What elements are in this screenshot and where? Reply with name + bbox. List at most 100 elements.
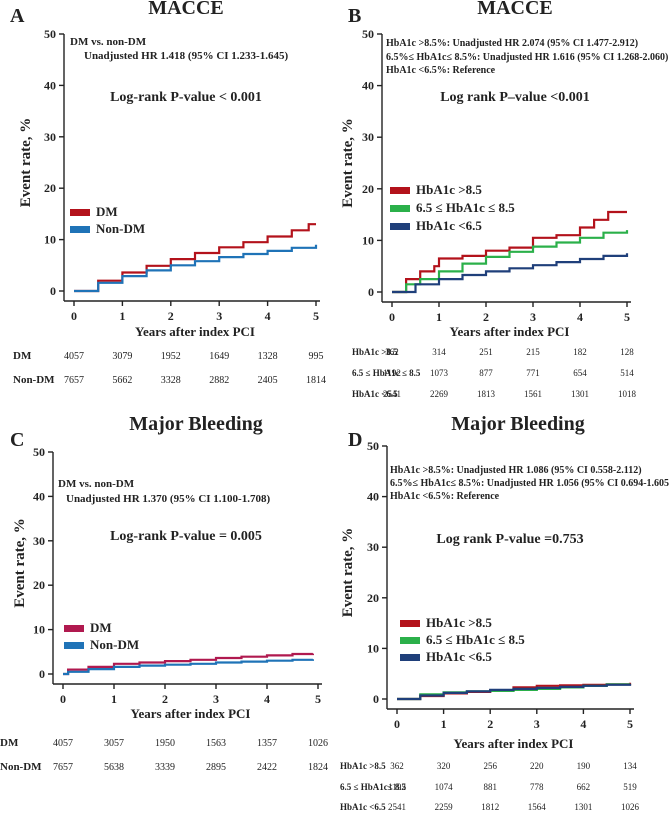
x-tick-label: 1	[111, 692, 117, 706]
risk-cell: 877	[479, 368, 493, 378]
y-tick-label: 40	[44, 78, 56, 92]
panel-label: C	[10, 429, 24, 451]
risk-cell: 654	[573, 368, 587, 378]
risk-cell: 2259	[435, 802, 454, 812]
risk-cell: 1824	[308, 762, 328, 773]
hr-annotation: DM vs. non-DM	[58, 478, 135, 490]
legend-swatch	[390, 223, 410, 230]
x-tick-label: 1	[119, 309, 125, 323]
risk-cell: 514	[620, 368, 634, 378]
y-tick-label: 20	[44, 181, 56, 195]
x-tick-label: 3	[530, 310, 536, 324]
hr-annotation: HbA1c >8.5%: Unadjusted HR 2.074 (95% CI…	[386, 38, 638, 49]
hr-annotation: HbA1c <6.5%: Reference	[390, 491, 500, 502]
risk-cell: 1563	[206, 738, 226, 749]
x-tick-label: 0	[71, 309, 77, 323]
risk-cell: 995	[309, 351, 324, 362]
km-curve	[392, 230, 629, 294]
y-tick-label: 10	[44, 233, 56, 247]
risk-cell: 3057	[104, 738, 124, 749]
panel-label: B	[348, 5, 361, 27]
hr-annotation: 6.5%≤ HbA1c≤ 8.5%: Unadjusted HR 1.616 (…	[386, 52, 668, 63]
legend-swatch	[70, 209, 90, 216]
panel-b: B MACCE 0 10 20 30 40 50 0 1 2 3 4 5 Event rate, % Year…	[340, 0, 668, 399]
legend-swatch	[64, 642, 84, 649]
risk-row-label: Non-DM	[13, 374, 55, 386]
hr-annotation: 6.5%≤ HbA1c≤ 8.5%: Unadjusted HR 1.056 (…	[390, 478, 669, 489]
x-tick-label: 4	[580, 717, 586, 731]
chart-title: MACCE	[477, 0, 553, 19]
risk-cell: 1812	[481, 802, 499, 812]
x-tick-label: 2	[483, 310, 489, 324]
km-curve	[74, 244, 318, 293]
x-tick-label: 4	[264, 692, 270, 706]
y-tick-label: 40	[367, 490, 379, 504]
legend-label: DM	[90, 620, 112, 635]
risk-cell: 2541	[388, 802, 406, 812]
hr-annotation: Unadjusted HR 1.418 (95% CI 1.233-1.645)	[84, 50, 288, 62]
y-tick-label: 0	[368, 285, 374, 299]
risk-row-label: 6.5 ≤ HbA1c ≤ 8.5	[352, 368, 421, 378]
legend-swatch	[70, 226, 90, 233]
y-tick-label: 20	[33, 578, 45, 592]
hr-annotation: Unadjusted HR 1.370 (95% CI 1.100-1.708)	[66, 493, 270, 505]
hr-annotation: HbA1c <6.5%: Reference	[386, 65, 496, 76]
panel-label: D	[348, 429, 362, 451]
risk-row-label: DM	[0, 737, 19, 749]
legend-label: 6.5 ≤ HbA1c ≤ 8.5	[426, 632, 525, 647]
legend-swatch	[400, 637, 420, 644]
risk-row-label: HbA1c >8.5	[352, 347, 398, 357]
risk-cell: 1301	[571, 389, 589, 399]
y-tick-label: 0	[39, 667, 45, 681]
risk-cell: 771	[526, 368, 540, 378]
risk-cell: 1018	[618, 389, 637, 399]
x-axis-title: Years after index PCI	[450, 324, 570, 339]
panel-label: A	[10, 5, 25, 27]
risk-cell: 1814	[306, 375, 326, 386]
risk-row-label: 6.5 ≤ HbA1c≤ 8.5	[340, 782, 407, 792]
y-tick-label: 30	[367, 540, 379, 554]
risk-cell: 220	[530, 761, 544, 771]
y-axis-title: Event rate, %	[340, 118, 356, 208]
legend-label: Non-DM	[90, 637, 139, 652]
risk-cell: 190	[577, 761, 591, 771]
risk-cell: 2405	[258, 375, 278, 386]
risk-cell: 1564	[528, 802, 547, 812]
risk-cell: 3079	[112, 351, 132, 362]
x-tick-label: 5	[624, 310, 630, 324]
risk-cell: 7657	[53, 762, 73, 773]
risk-cell: 1649	[209, 351, 229, 362]
risk-cell: 1073	[430, 368, 449, 378]
risk-row-label: HbA1c >8.5	[340, 761, 386, 771]
risk-cell: 2541	[383, 389, 401, 399]
panel-d: D Major Bleeding 0 10 20 30 40 50 0 1 2 3 4 5 Event ra…	[340, 413, 669, 812]
logrank-text: Log rank P-value =0.753	[436, 532, 583, 547]
hr-annotation: HbA1c >8.5%: Unadjusted HR 1.086 (95% CI…	[390, 465, 642, 476]
logrank-text: Log rank P–value <0.001	[440, 90, 590, 105]
risk-cell: 128	[620, 347, 634, 357]
risk-cell: 2269	[430, 389, 449, 399]
x-tick-label: 5	[313, 309, 319, 323]
risk-cell: 4057	[53, 738, 73, 749]
y-tick-label: 20	[367, 591, 379, 605]
risk-cell: 1026	[621, 802, 640, 812]
risk-cell: 314	[432, 347, 446, 357]
chart-title: MACCE	[148, 0, 224, 19]
legend-swatch	[390, 187, 410, 194]
y-tick-label: 0	[50, 284, 56, 298]
x-tick-label: 1	[441, 717, 447, 731]
risk-cell: 1192	[383, 368, 401, 378]
chart-title: Major Bleeding	[451, 413, 585, 435]
panel-a: A MACCE 0 10 20 30 40 50 0 1 2 3 4 5 Event rate, % Year…	[10, 0, 326, 386]
risk-cell: 1192	[388, 782, 406, 792]
y-tick-label: 50	[33, 445, 45, 459]
hr-annotation: DM vs. non-DM	[70, 36, 147, 48]
legend-swatch	[64, 625, 84, 632]
risk-cell: 881	[483, 782, 497, 792]
y-tick-label: 50	[367, 439, 379, 453]
y-tick-label: 50	[362, 27, 374, 41]
y-tick-label: 30	[44, 130, 56, 144]
risk-cell: 362	[385, 347, 399, 357]
legend-label: Non-DM	[96, 221, 145, 236]
